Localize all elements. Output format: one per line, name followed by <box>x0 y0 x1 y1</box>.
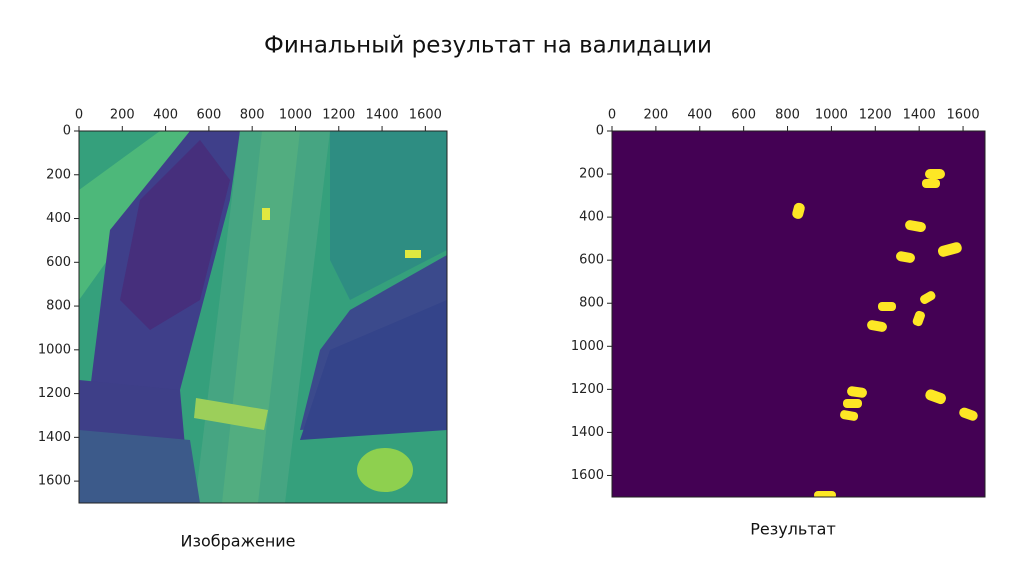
axes-frame <box>78 130 448 504</box>
x-tick-label: 1000 <box>815 108 848 123</box>
y-tick-label: 200 <box>46 167 71 182</box>
x-tick-label: 0 <box>608 108 616 123</box>
x-tick-label: 600 <box>731 108 756 123</box>
y-tick-label: 1600 <box>571 468 604 483</box>
x-tick-label: 1000 <box>279 108 312 123</box>
x-tick-label: 200 <box>643 108 668 123</box>
x-tick-label: 1600 <box>947 108 980 123</box>
caption: Результат <box>750 520 836 539</box>
x-tick-label: 1200 <box>859 108 892 123</box>
mask-image <box>612 131 985 497</box>
satellite-image <box>79 131 447 503</box>
y-tick-label: 800 <box>579 296 604 311</box>
y-tick-label: 0 <box>63 124 71 139</box>
x-tick-label: 1200 <box>322 108 355 123</box>
y-tick-label: 0 <box>596 124 604 139</box>
y-tick-label: 200 <box>579 167 604 182</box>
x-tick-label: 1600 <box>409 108 442 123</box>
x-tick-label: 400 <box>153 108 178 123</box>
x-tick-label: 400 <box>687 108 712 123</box>
y-tick-label: 1400 <box>571 425 604 440</box>
y-tick-label: 1200 <box>571 382 604 397</box>
axes-frame <box>611 130 986 498</box>
slide-title: Финальный результат на валидации <box>264 33 712 59</box>
x-tick-label: 600 <box>196 108 221 123</box>
y-tick-label: 1200 <box>38 386 71 401</box>
y-tick-label: 1600 <box>38 474 71 489</box>
y-tick-label: 1000 <box>571 339 604 354</box>
caption: Изображение <box>180 532 295 551</box>
x-tick-label: 1400 <box>903 108 936 123</box>
x-tick-label: 800 <box>240 108 265 123</box>
y-tick-label: 800 <box>46 299 71 314</box>
y-tick-label: 400 <box>579 210 604 225</box>
y-tick-label: 600 <box>46 255 71 270</box>
y-tick-label: 400 <box>46 211 71 226</box>
y-tick-label: 1000 <box>38 342 71 357</box>
x-tick-label: 800 <box>775 108 800 123</box>
x-tick-label: 0 <box>75 108 83 123</box>
x-tick-label: 1400 <box>366 108 399 123</box>
y-tick-label: 1400 <box>38 430 71 445</box>
detected-cars <box>792 169 978 497</box>
x-tick-label: 200 <box>110 108 135 123</box>
y-tick-label: 600 <box>579 253 604 268</box>
